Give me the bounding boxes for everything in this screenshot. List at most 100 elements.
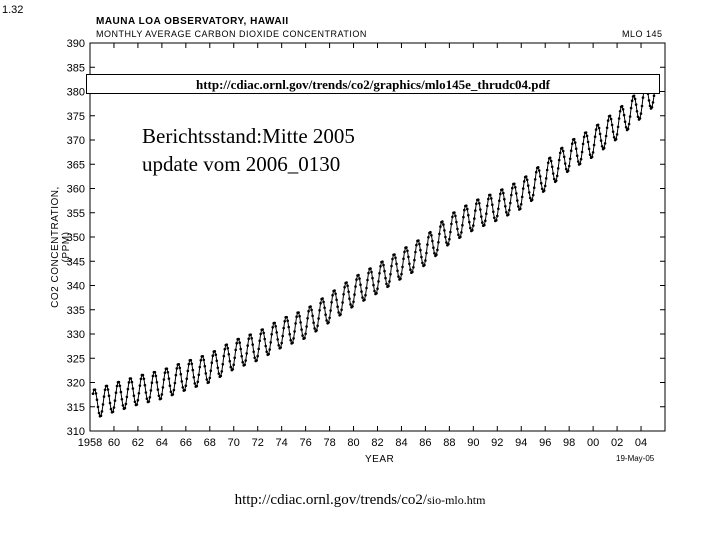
- co2-point: [312, 321, 315, 325]
- co2-point: [511, 186, 514, 190]
- co2-point: [471, 228, 474, 232]
- co2-point: [321, 297, 324, 300]
- co2-point: [238, 341, 241, 345]
- x-tick-label: 70: [228, 437, 240, 449]
- co2-series-points: [91, 83, 657, 418]
- co2-point: [318, 309, 321, 312]
- co2-point: [635, 110, 639, 113]
- co2-point: [135, 403, 139, 406]
- co2-point: [183, 388, 187, 392]
- co2-point: [540, 187, 544, 191]
- co2-point: [300, 328, 303, 331]
- co2-point: [431, 239, 434, 243]
- co2-point: [303, 336, 306, 340]
- co2-point: [504, 205, 507, 208]
- bottom-url[interactable]: http://cdiac.ornl.gov/trends/co2/sio-mlo…: [0, 492, 720, 509]
- co2-point: [304, 332, 307, 336]
- co2-point: [448, 237, 451, 241]
- co2-point: [651, 101, 655, 104]
- co2-point: [561, 149, 565, 153]
- co2-point: [223, 347, 227, 351]
- co2-point: [485, 212, 488, 215]
- co2-point: [342, 293, 345, 296]
- co2-point: [137, 392, 141, 395]
- co2-point: [650, 106, 654, 109]
- y-tick-label: 370: [67, 135, 85, 147]
- co2-point: [403, 250, 406, 254]
- co2-point: [334, 292, 337, 296]
- x-tick-label: 78: [323, 437, 335, 449]
- co2-point: [569, 149, 573, 152]
- co2-point: [610, 123, 614, 127]
- co2-point: [363, 298, 366, 302]
- co2-point: [245, 352, 248, 355]
- co2-point: [319, 301, 322, 305]
- x-ticks: 1958 60 62 64 66 68 70 72 74 76 78 80 82 84 86 88 90 92 94…: [78, 43, 647, 449]
- co2-point: [405, 246, 408, 249]
- x-tick-label: 74: [276, 437, 288, 449]
- co2-point: [228, 359, 232, 363]
- co2-point: [489, 193, 492, 197]
- co2-point: [175, 367, 179, 370]
- co2-point: [603, 142, 607, 145]
- co2-point: [450, 222, 453, 226]
- co2-point: [483, 223, 486, 227]
- co2-point: [221, 362, 225, 366]
- co2-point: [95, 398, 99, 402]
- co2-point: [530, 198, 534, 202]
- co2-point: [545, 168, 549, 172]
- co2-point: [556, 167, 560, 170]
- co2-point: [283, 320, 287, 323]
- co2-point: [161, 386, 165, 389]
- co2-point: [507, 213, 510, 216]
- co2-point: [107, 394, 111, 398]
- co2-point: [191, 368, 195, 372]
- co2-point: [531, 193, 535, 197]
- co2-point: [564, 167, 568, 171]
- co2-point: [111, 410, 115, 414]
- co2-point: [400, 272, 403, 276]
- co2-point: [156, 388, 160, 391]
- co2-point: [604, 134, 608, 138]
- co2-point: [197, 373, 201, 377]
- co2-point: [378, 272, 381, 275]
- x-tick-label: 04: [635, 437, 647, 449]
- co2-point: [119, 390, 123, 394]
- co2-point: [160, 393, 164, 396]
- co2-point: [390, 264, 393, 268]
- co2-point: [456, 227, 459, 231]
- co2-point: [277, 344, 281, 347]
- co2-point: [269, 341, 273, 344]
- co2-point: [615, 133, 619, 136]
- co2-point: [585, 134, 589, 138]
- co2-point: [364, 293, 367, 297]
- co2-point: [282, 326, 286, 330]
- co2-point: [516, 199, 519, 202]
- y-tick-label: 335: [67, 305, 85, 317]
- co2-point: [445, 241, 448, 244]
- co2-point: [652, 94, 656, 98]
- co2-point: [190, 362, 194, 366]
- co2-point: [129, 377, 133, 380]
- y-tick-label: 380: [67, 87, 85, 99]
- x-axis-label: YEAR: [365, 454, 395, 465]
- co2-point: [532, 186, 536, 189]
- co2-point: [537, 169, 541, 172]
- co2-point: [333, 289, 336, 292]
- co2-point: [243, 363, 246, 367]
- co2-point: [527, 191, 531, 194]
- co2-point: [291, 341, 294, 345]
- co2-point: [367, 271, 370, 275]
- co2-point: [449, 230, 452, 234]
- co2-point: [251, 343, 254, 346]
- co2-point: [127, 381, 131, 384]
- co2-point: [181, 386, 185, 389]
- co2-point: [315, 329, 318, 332]
- co2-point: [480, 215, 483, 218]
- x-tick-label: 68: [204, 437, 216, 449]
- slide-number: 1.32: [2, 4, 24, 16]
- co2-point: [608, 114, 612, 118]
- co2-point: [509, 201, 512, 205]
- co2-point: [210, 361, 214, 365]
- source-url-box[interactable]: http://cdiac.ornl.gov/trends/co2/graphic…: [86, 74, 660, 94]
